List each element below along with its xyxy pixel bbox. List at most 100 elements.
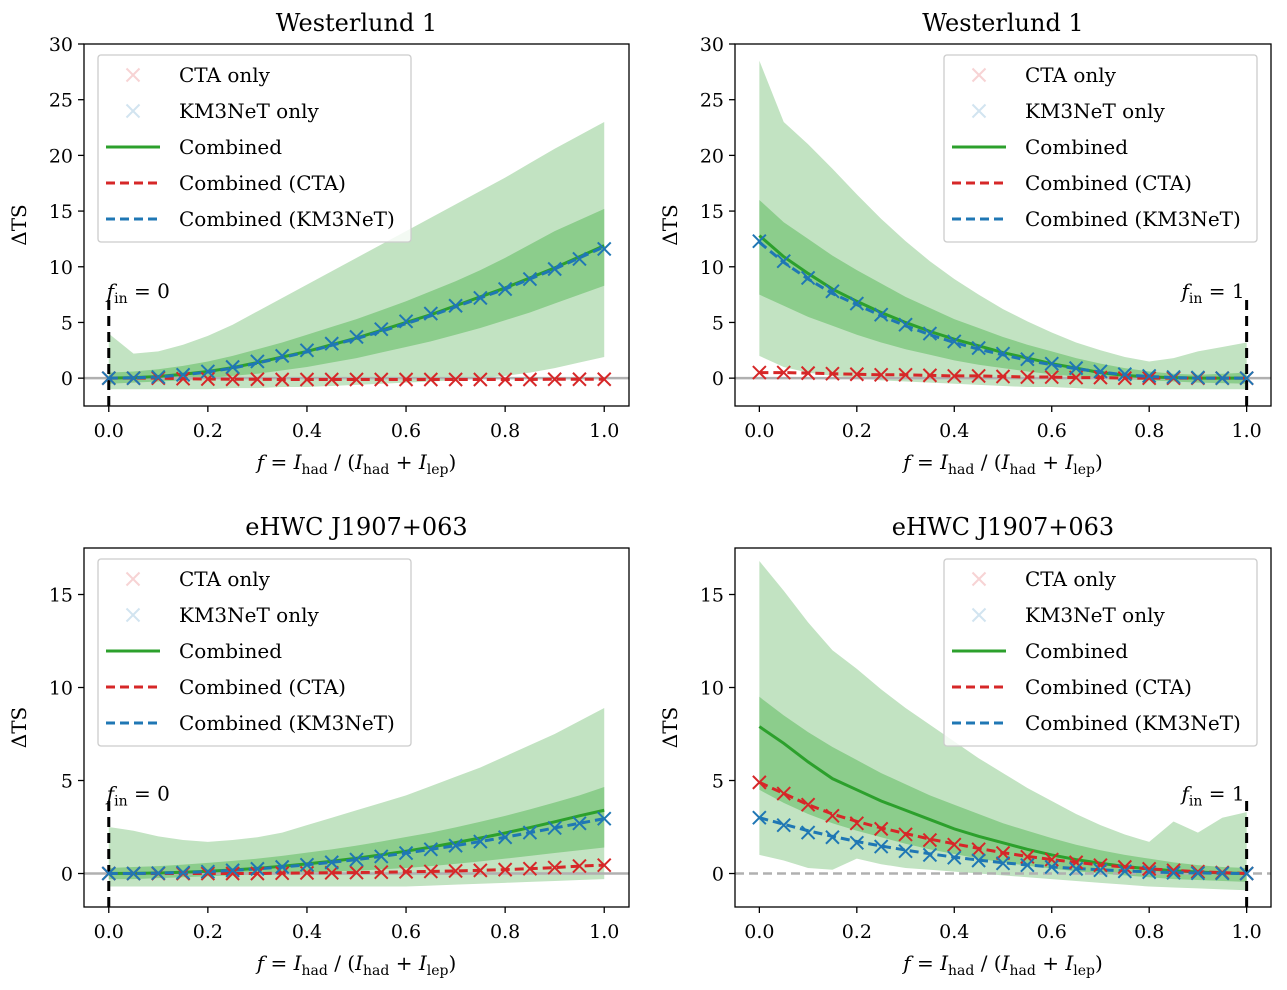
km3net-only-point <box>274 348 290 364</box>
km3net-only-point-stroke <box>898 843 913 859</box>
km3net-only-point <box>597 811 612 826</box>
x-label-part: + <box>389 951 418 975</box>
cta-only-point-stroke <box>423 372 439 387</box>
x-label-part: = <box>264 450 293 474</box>
x-label-part: ) <box>448 450 456 474</box>
cta-only-point <box>349 372 364 387</box>
legend-label: Combined (KM3NeT) <box>179 711 395 735</box>
cta-only-point-stroke <box>225 866 240 881</box>
km3net-only-point <box>151 369 166 385</box>
km3net-only-point <box>752 233 767 249</box>
legend-label: CTA only <box>1025 63 1117 87</box>
f-in-sub: in <box>1189 291 1203 307</box>
km3net-only-point-stroke <box>752 233 767 249</box>
y-tick-label: 15 <box>49 585 73 607</box>
km3net-only-point <box>849 835 865 851</box>
x-label-part: ) <box>448 951 456 975</box>
cta-only-point <box>995 845 1011 861</box>
x-tick-label: 0.2 <box>193 921 223 943</box>
cta-only-point-stroke <box>971 842 986 857</box>
y-tick-label: 0 <box>61 368 73 390</box>
km3net-only-point-stroke <box>448 838 463 853</box>
km3net-only-point-stroke <box>1093 364 1108 379</box>
cta-only-point-stroke <box>1117 859 1133 875</box>
cta-only-point <box>873 367 889 383</box>
km3net-only-point <box>776 253 791 269</box>
plot-area <box>84 67 629 406</box>
cta-only-point <box>547 860 562 875</box>
km3net-only-point-stroke <box>1141 865 1157 880</box>
km3net-only-point <box>374 849 389 864</box>
km3net-only-point <box>1020 352 1035 367</box>
km3net-only-point-stroke <box>200 364 216 379</box>
km3net-only-point <box>324 855 339 870</box>
km3net-only-point <box>349 329 364 345</box>
cta-only-point <box>922 368 938 383</box>
km3net-only-point-stroke <box>1239 370 1254 386</box>
y-tick-label: 15 <box>700 201 724 223</box>
km3net-only-point <box>1117 864 1133 879</box>
cta-only-point <box>497 372 513 387</box>
km3net-only-point-stroke <box>349 329 364 345</box>
cta-only-point <box>374 372 389 387</box>
y-tick-label: 10 <box>49 678 73 700</box>
km3net-only-point-stroke <box>151 369 166 385</box>
km3net-only-point <box>299 857 315 872</box>
x-label-part: I <box>354 951 364 975</box>
cta-only-point-stroke <box>572 372 587 387</box>
legend-label: Combined (CTA) <box>1025 171 1192 195</box>
y-tick-label: 5 <box>61 771 73 793</box>
cta-only-point-stroke <box>423 864 439 879</box>
legend-label: Combined (CTA) <box>179 675 346 699</box>
y-tick-label: 10 <box>49 257 73 279</box>
cta-only-point-stroke <box>849 816 865 831</box>
x-label-part: I <box>1001 450 1011 474</box>
km3net-only-point <box>324 336 339 351</box>
km3net-only-point <box>947 334 962 349</box>
cta-only-point <box>849 367 865 382</box>
f-in-part: = 0 <box>128 782 170 806</box>
x-tick-label: 0.2 <box>193 420 223 442</box>
legend-label: Combined (KM3NeT) <box>1025 711 1241 735</box>
x-tick-label: 0.6 <box>391 921 421 943</box>
cta-only-point-stroke <box>324 865 339 880</box>
x-tick-label: 1.0 <box>1232 921 1262 943</box>
x-label-part: I <box>354 450 364 474</box>
cta-only-point <box>398 864 414 880</box>
km3net-only-point-stroke <box>995 346 1011 361</box>
x-label-part: I <box>1001 951 1011 975</box>
x-tick-label: 0.8 <box>490 921 520 943</box>
cta-only-point <box>597 372 612 387</box>
km3net-only-point <box>175 865 191 880</box>
x-tick-label: 0.0 <box>94 420 124 442</box>
x-tick-label: 0.4 <box>939 921 969 943</box>
y-tick-label: 15 <box>700 585 724 607</box>
x-label-sub: lep <box>1073 963 1095 979</box>
cta-only-point <box>1190 864 1206 879</box>
cta-only-point <box>497 862 513 877</box>
km3net-only-point-stroke <box>1068 360 1084 376</box>
x-tick-label: 0.8 <box>1134 921 1164 943</box>
km3net-only-point <box>473 290 488 306</box>
cta-only-point-stroke <box>374 865 389 880</box>
legend-frame <box>943 558 1258 747</box>
f-in-label: fin = 1 <box>1180 782 1245 810</box>
km3net-only-point <box>299 343 315 358</box>
km3net-only-point-stroke <box>800 270 816 286</box>
km3net-only-point <box>175 367 191 383</box>
plot-frame <box>83 43 630 407</box>
cta-only-point <box>1117 859 1133 875</box>
km3net-only-point <box>971 853 986 868</box>
cta-only-point <box>825 808 840 824</box>
km3net-only-point-stroke <box>522 271 538 287</box>
km3net-only-point <box>1190 865 1206 881</box>
cta-only-point-stroke <box>497 372 513 387</box>
legend-label: CTA only <box>179 567 271 591</box>
cta-only-point <box>274 372 290 387</box>
legend: CTA only KM3NeT only Combined Combined (CTA… <box>97 558 412 747</box>
combined-km3net-line <box>108 245 605 380</box>
cta-only-point <box>1141 370 1157 386</box>
x-label-sub: had <box>948 963 974 979</box>
km3net-only-point <box>1141 368 1157 384</box>
x-label-part: / ( <box>974 450 1001 474</box>
